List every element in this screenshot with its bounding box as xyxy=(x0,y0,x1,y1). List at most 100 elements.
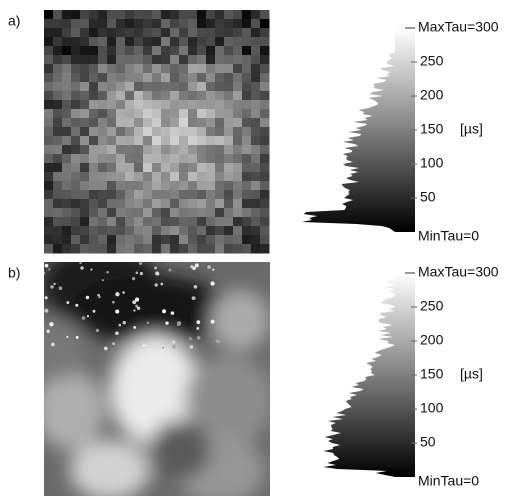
pixel xyxy=(98,100,108,110)
speck xyxy=(216,340,221,344)
pixel xyxy=(161,190,171,200)
pixel xyxy=(170,136,180,146)
pixel xyxy=(134,19,144,29)
pixel xyxy=(233,91,243,101)
pixel xyxy=(188,199,198,209)
pixel xyxy=(206,19,216,29)
pixel xyxy=(242,190,252,200)
pixel xyxy=(170,244,180,254)
pixel xyxy=(242,199,252,209)
pixel xyxy=(170,100,180,110)
pixel xyxy=(44,73,54,83)
pixel xyxy=(188,100,198,110)
pixel xyxy=(53,163,63,173)
pixel xyxy=(134,73,144,83)
pixel xyxy=(197,235,207,245)
pixel xyxy=(116,64,126,74)
pixel xyxy=(197,19,207,29)
pixel xyxy=(179,73,189,83)
speck xyxy=(162,309,167,314)
speck xyxy=(44,263,49,268)
pixel xyxy=(143,154,153,164)
pixel xyxy=(233,100,243,110)
pixel xyxy=(161,73,171,83)
pixel xyxy=(53,46,63,56)
pixel xyxy=(98,145,108,155)
pixel xyxy=(260,82,270,92)
pixel xyxy=(71,91,81,101)
pixel xyxy=(215,19,225,29)
pixel xyxy=(197,118,207,128)
pixel xyxy=(62,109,72,119)
pixel xyxy=(53,226,63,236)
speck xyxy=(142,344,145,347)
pixel xyxy=(188,163,198,173)
pixel xyxy=(116,55,126,65)
pixel xyxy=(125,181,135,191)
pixel xyxy=(260,208,270,218)
speck xyxy=(207,265,212,269)
pixel xyxy=(98,28,108,38)
pixel xyxy=(62,136,72,146)
pixel xyxy=(161,217,171,227)
speck xyxy=(134,297,140,302)
pixel xyxy=(197,163,207,173)
pixel xyxy=(125,244,135,254)
min-label: MinTau=0 xyxy=(418,473,479,489)
pixel xyxy=(251,163,261,173)
pixel xyxy=(170,208,180,218)
pixel xyxy=(161,154,171,164)
speck xyxy=(118,323,122,327)
pixel xyxy=(89,190,99,200)
pixel xyxy=(80,190,90,200)
speck xyxy=(132,300,137,305)
pixel xyxy=(89,46,99,56)
pixel xyxy=(98,73,108,83)
pixel xyxy=(80,37,90,47)
pixel xyxy=(62,199,72,209)
blob xyxy=(44,370,105,450)
pixel xyxy=(125,28,135,38)
pixel xyxy=(80,226,90,236)
speck xyxy=(81,316,86,320)
pixel xyxy=(116,181,126,191)
pixel xyxy=(170,73,180,83)
pixel xyxy=(188,46,198,56)
pixel xyxy=(116,217,126,227)
pixel xyxy=(62,181,72,191)
pixel xyxy=(89,145,99,155)
pixel xyxy=(80,82,90,92)
pixel xyxy=(179,154,189,164)
pixel xyxy=(224,181,234,191)
pixel xyxy=(152,55,162,65)
pixel xyxy=(125,109,135,119)
pixel xyxy=(62,82,72,92)
pixel xyxy=(224,37,234,47)
pixel xyxy=(53,37,63,47)
pixel xyxy=(251,235,261,245)
pixel xyxy=(251,172,261,182)
pixel xyxy=(152,118,162,128)
pixel xyxy=(71,127,81,137)
speck xyxy=(139,272,144,276)
pixel xyxy=(62,118,72,128)
pixel xyxy=(188,154,198,164)
pixel xyxy=(251,10,261,20)
pixel xyxy=(215,217,225,227)
pixel xyxy=(98,91,108,101)
pixel xyxy=(62,100,72,110)
speck xyxy=(188,337,192,341)
pixel xyxy=(161,244,171,254)
pixel xyxy=(206,64,216,74)
pixel xyxy=(170,82,180,92)
pixel xyxy=(53,181,63,191)
pixel xyxy=(206,154,216,164)
pixel xyxy=(152,181,162,191)
speck xyxy=(44,296,48,300)
pixel xyxy=(107,217,117,227)
pixel xyxy=(107,55,117,65)
pixel xyxy=(152,136,162,146)
pixel xyxy=(116,118,126,128)
pixel xyxy=(224,91,234,101)
pixel xyxy=(215,118,225,128)
